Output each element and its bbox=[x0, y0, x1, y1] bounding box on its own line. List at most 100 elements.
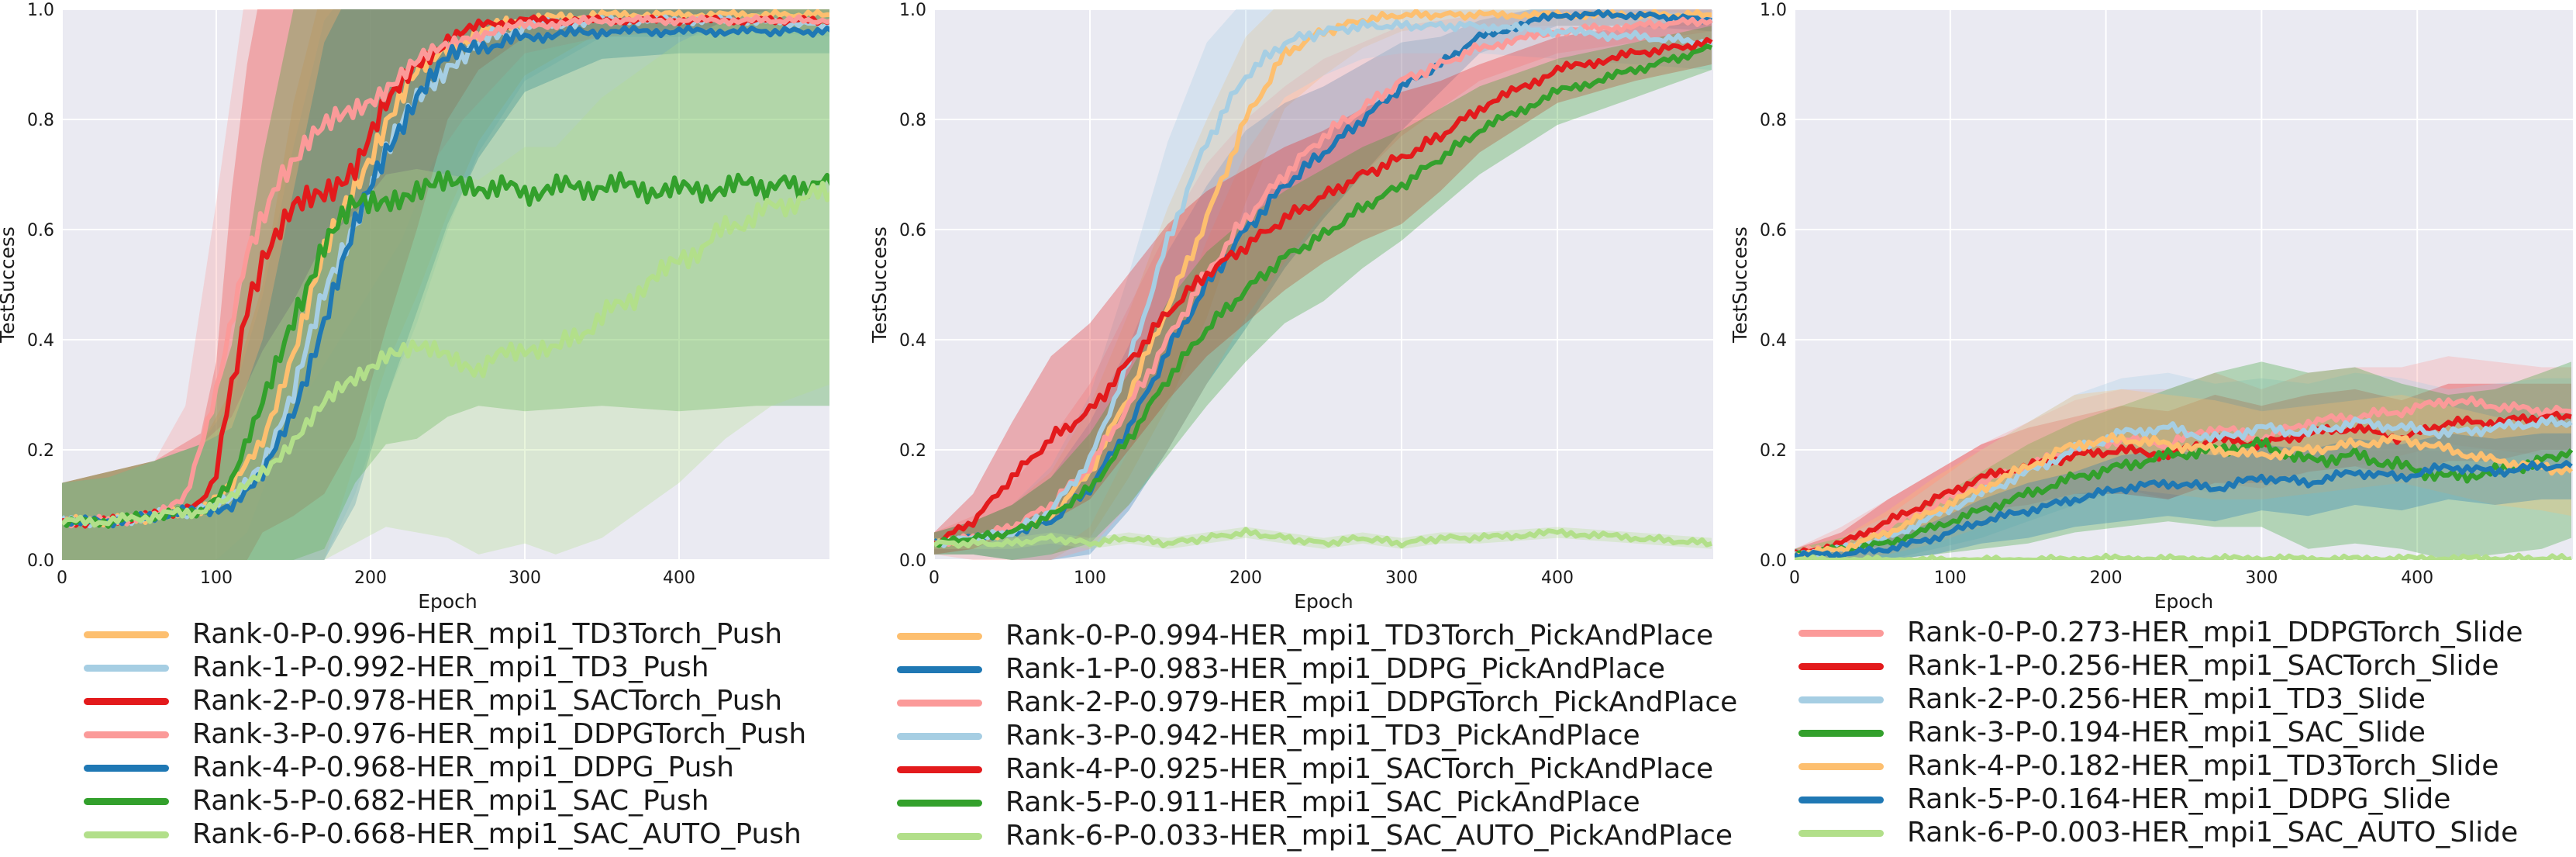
series-band bbox=[934, 9, 1712, 560]
legend-swatch bbox=[84, 665, 169, 672]
x-tick-label: 300 bbox=[1385, 568, 1418, 588]
legend-swatch bbox=[1798, 663, 1884, 670]
legend-label: Rank-4-P-0.968-HER_mpi1_DDPG_Push bbox=[192, 752, 734, 783]
y-tick-label: 1.0 bbox=[1760, 1, 1787, 20]
x-axis-label: Epoch bbox=[418, 590, 478, 613]
legend-swatch bbox=[1798, 797, 1884, 803]
x-tick-label: 100 bbox=[1074, 568, 1106, 588]
x-axis-label: Epoch bbox=[1294, 590, 1354, 613]
series-line bbox=[62, 181, 829, 528]
legend-label: Rank-0-P-0.273-HER_mpi1_DDPGTorch_Slide bbox=[1907, 617, 2523, 648]
x-tick-label: 200 bbox=[1229, 568, 1262, 588]
push-chart: 0 100 200 300 400 0.0 0.2 0.4 0.6 0.8 1.0 Epoch Test… bbox=[0, 1, 829, 613]
legend-swatch bbox=[897, 733, 982, 740]
legend-label: Rank-6-P-0.003-HER_mpi1_SAC_AUTO_Slide bbox=[1907, 817, 2519, 848]
x-axis-label: Epoch bbox=[2154, 590, 2214, 613]
y-tick-label: 0.4 bbox=[1760, 331, 1787, 351]
y-tick-label: 0.6 bbox=[27, 221, 54, 240]
series-group bbox=[1795, 356, 2573, 560]
series-line bbox=[1795, 552, 2572, 560]
legend-label: Rank-1-P-0.983-HER_mpi1_DDPG_PickAndPlac… bbox=[1005, 653, 1666, 685]
y-tick-label: 0.8 bbox=[899, 111, 926, 130]
y-tick-label: 1.0 bbox=[899, 1, 926, 20]
series-band bbox=[1795, 383, 2571, 560]
legend-swatch bbox=[1798, 696, 1884, 703]
legend-swatch bbox=[897, 633, 982, 640]
y-tick-label: 0.4 bbox=[27, 331, 54, 351]
x-tick-label: 300 bbox=[2245, 568, 2278, 588]
y-tick-label: 0.6 bbox=[899, 221, 926, 240]
legend-label: Rank-4-P-0.182-HER_mpi1_TD3Torch_Slide bbox=[1907, 750, 2499, 782]
x-tick-label: 100 bbox=[200, 568, 233, 588]
legend-swatch bbox=[897, 833, 982, 840]
legend-swatch bbox=[897, 666, 982, 673]
y-axis-label: TestSuccess bbox=[1729, 226, 1751, 344]
x-tick-label: 0 bbox=[1789, 568, 1800, 588]
x-tick-label: 0 bbox=[57, 568, 67, 588]
y-tick-label: 0.0 bbox=[1760, 551, 1787, 571]
y-tick-label: 0.4 bbox=[899, 331, 926, 351]
y-tick-label: 0.8 bbox=[1760, 111, 1787, 130]
series-line bbox=[1795, 436, 2573, 559]
legend-label: Rank-3-P-0.194-HER_mpi1_SAC_Slide bbox=[1907, 717, 2426, 748]
series-line bbox=[934, 36, 1713, 546]
series-band bbox=[934, 20, 1712, 555]
legend-swatch bbox=[897, 700, 982, 707]
legend-swatch bbox=[84, 731, 169, 738]
plot-background bbox=[934, 9, 1713, 560]
series-line bbox=[62, 14, 829, 529]
legend-label: Rank-2-P-0.978-HER_mpi1_SACTorch_Push bbox=[192, 685, 783, 717]
series-group bbox=[62, 9, 829, 560]
y-axis-label: TestSuccess bbox=[0, 226, 19, 344]
legend-swatch bbox=[84, 765, 169, 772]
legend-label: Rank-0-P-0.996-HER_mpi1_TD3Torch_Push bbox=[192, 618, 783, 650]
x-tick-label: 200 bbox=[2090, 568, 2123, 588]
x-tick-label: 400 bbox=[663, 568, 695, 588]
legend-label: Rank-1-P-0.992-HER_mpi1_TD3_Push bbox=[192, 651, 709, 683]
plot-background bbox=[62, 9, 829, 560]
y-tick-label: 1.0 bbox=[27, 1, 54, 20]
series-band bbox=[934, 527, 1712, 549]
y-tick-label: 0.0 bbox=[899, 551, 926, 571]
y-tick-label: 0.2 bbox=[1760, 441, 1787, 461]
legend-swatch bbox=[1798, 730, 1884, 737]
pickandplace-chart: 0 100 200 300 400 0.0 0.2 0.4 0.6 0.8 1.0 Epoch Test… bbox=[868, 1, 1713, 613]
legend-swatch bbox=[1798, 763, 1884, 770]
series-line bbox=[1795, 415, 2573, 558]
y-tick-label: 0.2 bbox=[27, 441, 54, 461]
legend-swatch bbox=[1798, 830, 1884, 837]
legend-swatch bbox=[84, 631, 169, 638]
series-line bbox=[934, 43, 1713, 548]
x-tick-label: 200 bbox=[354, 568, 387, 588]
series-group bbox=[934, 9, 1713, 560]
legend-swatch bbox=[84, 831, 169, 838]
series-band bbox=[934, 9, 1712, 560]
legend-label: Rank-0-P-0.994-HER_mpi1_TD3Torch_PickAnd… bbox=[1005, 620, 1714, 651]
legend-label: Rank-4-P-0.925-HER_mpi1_SACTorch_PickAnd… bbox=[1005, 753, 1714, 785]
legend-swatch bbox=[897, 766, 982, 773]
slide-chart: 0 100 200 300 400 0.0 0.2 0.4 0.6 0.8 1.0 Epoch Test… bbox=[1729, 1, 2573, 613]
x-tick-label: 100 bbox=[1934, 568, 1967, 588]
legend-label: Rank-3-P-0.976-HER_mpi1_DDPGTorch_Push bbox=[192, 718, 807, 750]
legend-swatch bbox=[84, 698, 169, 705]
legend-label: Rank-6-P-0.033-HER_mpi1_SAC_AUTO_PickAnd… bbox=[1005, 820, 1733, 852]
series-band bbox=[934, 9, 1712, 560]
series-line bbox=[934, 527, 1712, 549]
legend-swatch bbox=[84, 798, 169, 805]
x-tick-label: 0 bbox=[929, 568, 940, 588]
legend-label: Rank-5-P-0.682-HER_mpi1_SAC_Push bbox=[192, 785, 709, 817]
series-line bbox=[934, 19, 1713, 548]
y-tick-label: 0.8 bbox=[27, 111, 54, 130]
series-line bbox=[1795, 460, 2573, 560]
y-tick-label: 0.2 bbox=[899, 441, 926, 461]
legend-swatch bbox=[897, 800, 982, 807]
x-tick-label: 400 bbox=[1541, 568, 1574, 588]
legend-label: Rank-3-P-0.942-HER_mpi1_TD3_PickAndPlace bbox=[1005, 720, 1640, 752]
y-tick-label: 0.6 bbox=[1760, 221, 1787, 240]
x-tick-label: 400 bbox=[2401, 568, 2433, 588]
legend-swatch bbox=[1798, 630, 1884, 637]
series-band bbox=[934, 9, 1712, 560]
series-band bbox=[1795, 372, 2571, 560]
legend-label: Rank-5-P-0.164-HER_mpi1_DDPG_Slide bbox=[1907, 783, 2451, 815]
